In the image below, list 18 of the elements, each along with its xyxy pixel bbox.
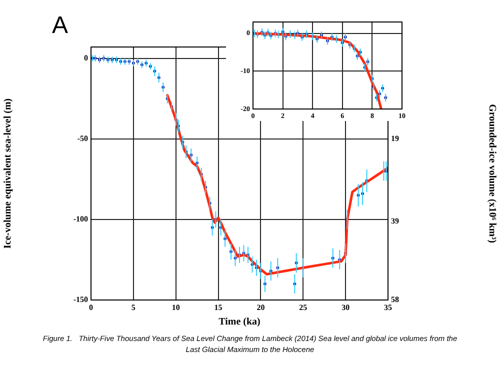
y2-tick-label: 58 [391,295,399,304]
y-tick-label: -150 [73,295,88,304]
y2-axis-title: Grounded-ice volume (x10⁶ km³) [486,104,498,243]
x-tick-label: 25 [299,302,308,312]
y-tick-label: 0 [84,53,88,62]
y-tick-label: -100 [73,214,88,224]
x-tick-label: 5 [131,302,136,312]
x-tick-label: 35 [384,302,392,312]
y-tick-label: -50 [77,134,88,143]
y2-tick-label: 39 [391,216,399,226]
text: A [52,12,68,40]
x-tick-label: 20 [256,302,265,312]
x-tick-label: 30 [342,302,350,312]
x-tick-label: 15 [214,302,222,312]
y-axis-title: Ice-volume equivalent sea-level (m) [2,98,14,249]
x-axis-title: Time (ka) [218,316,260,328]
y2-tick-label: 19 [391,134,399,143]
x-tick-label: 10 [172,302,180,312]
